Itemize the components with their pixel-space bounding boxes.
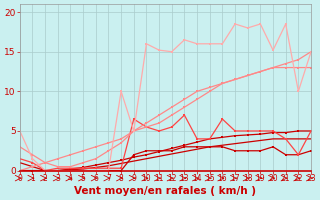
X-axis label: Vent moyen/en rafales ( km/h ): Vent moyen/en rafales ( km/h ) (75, 186, 256, 196)
